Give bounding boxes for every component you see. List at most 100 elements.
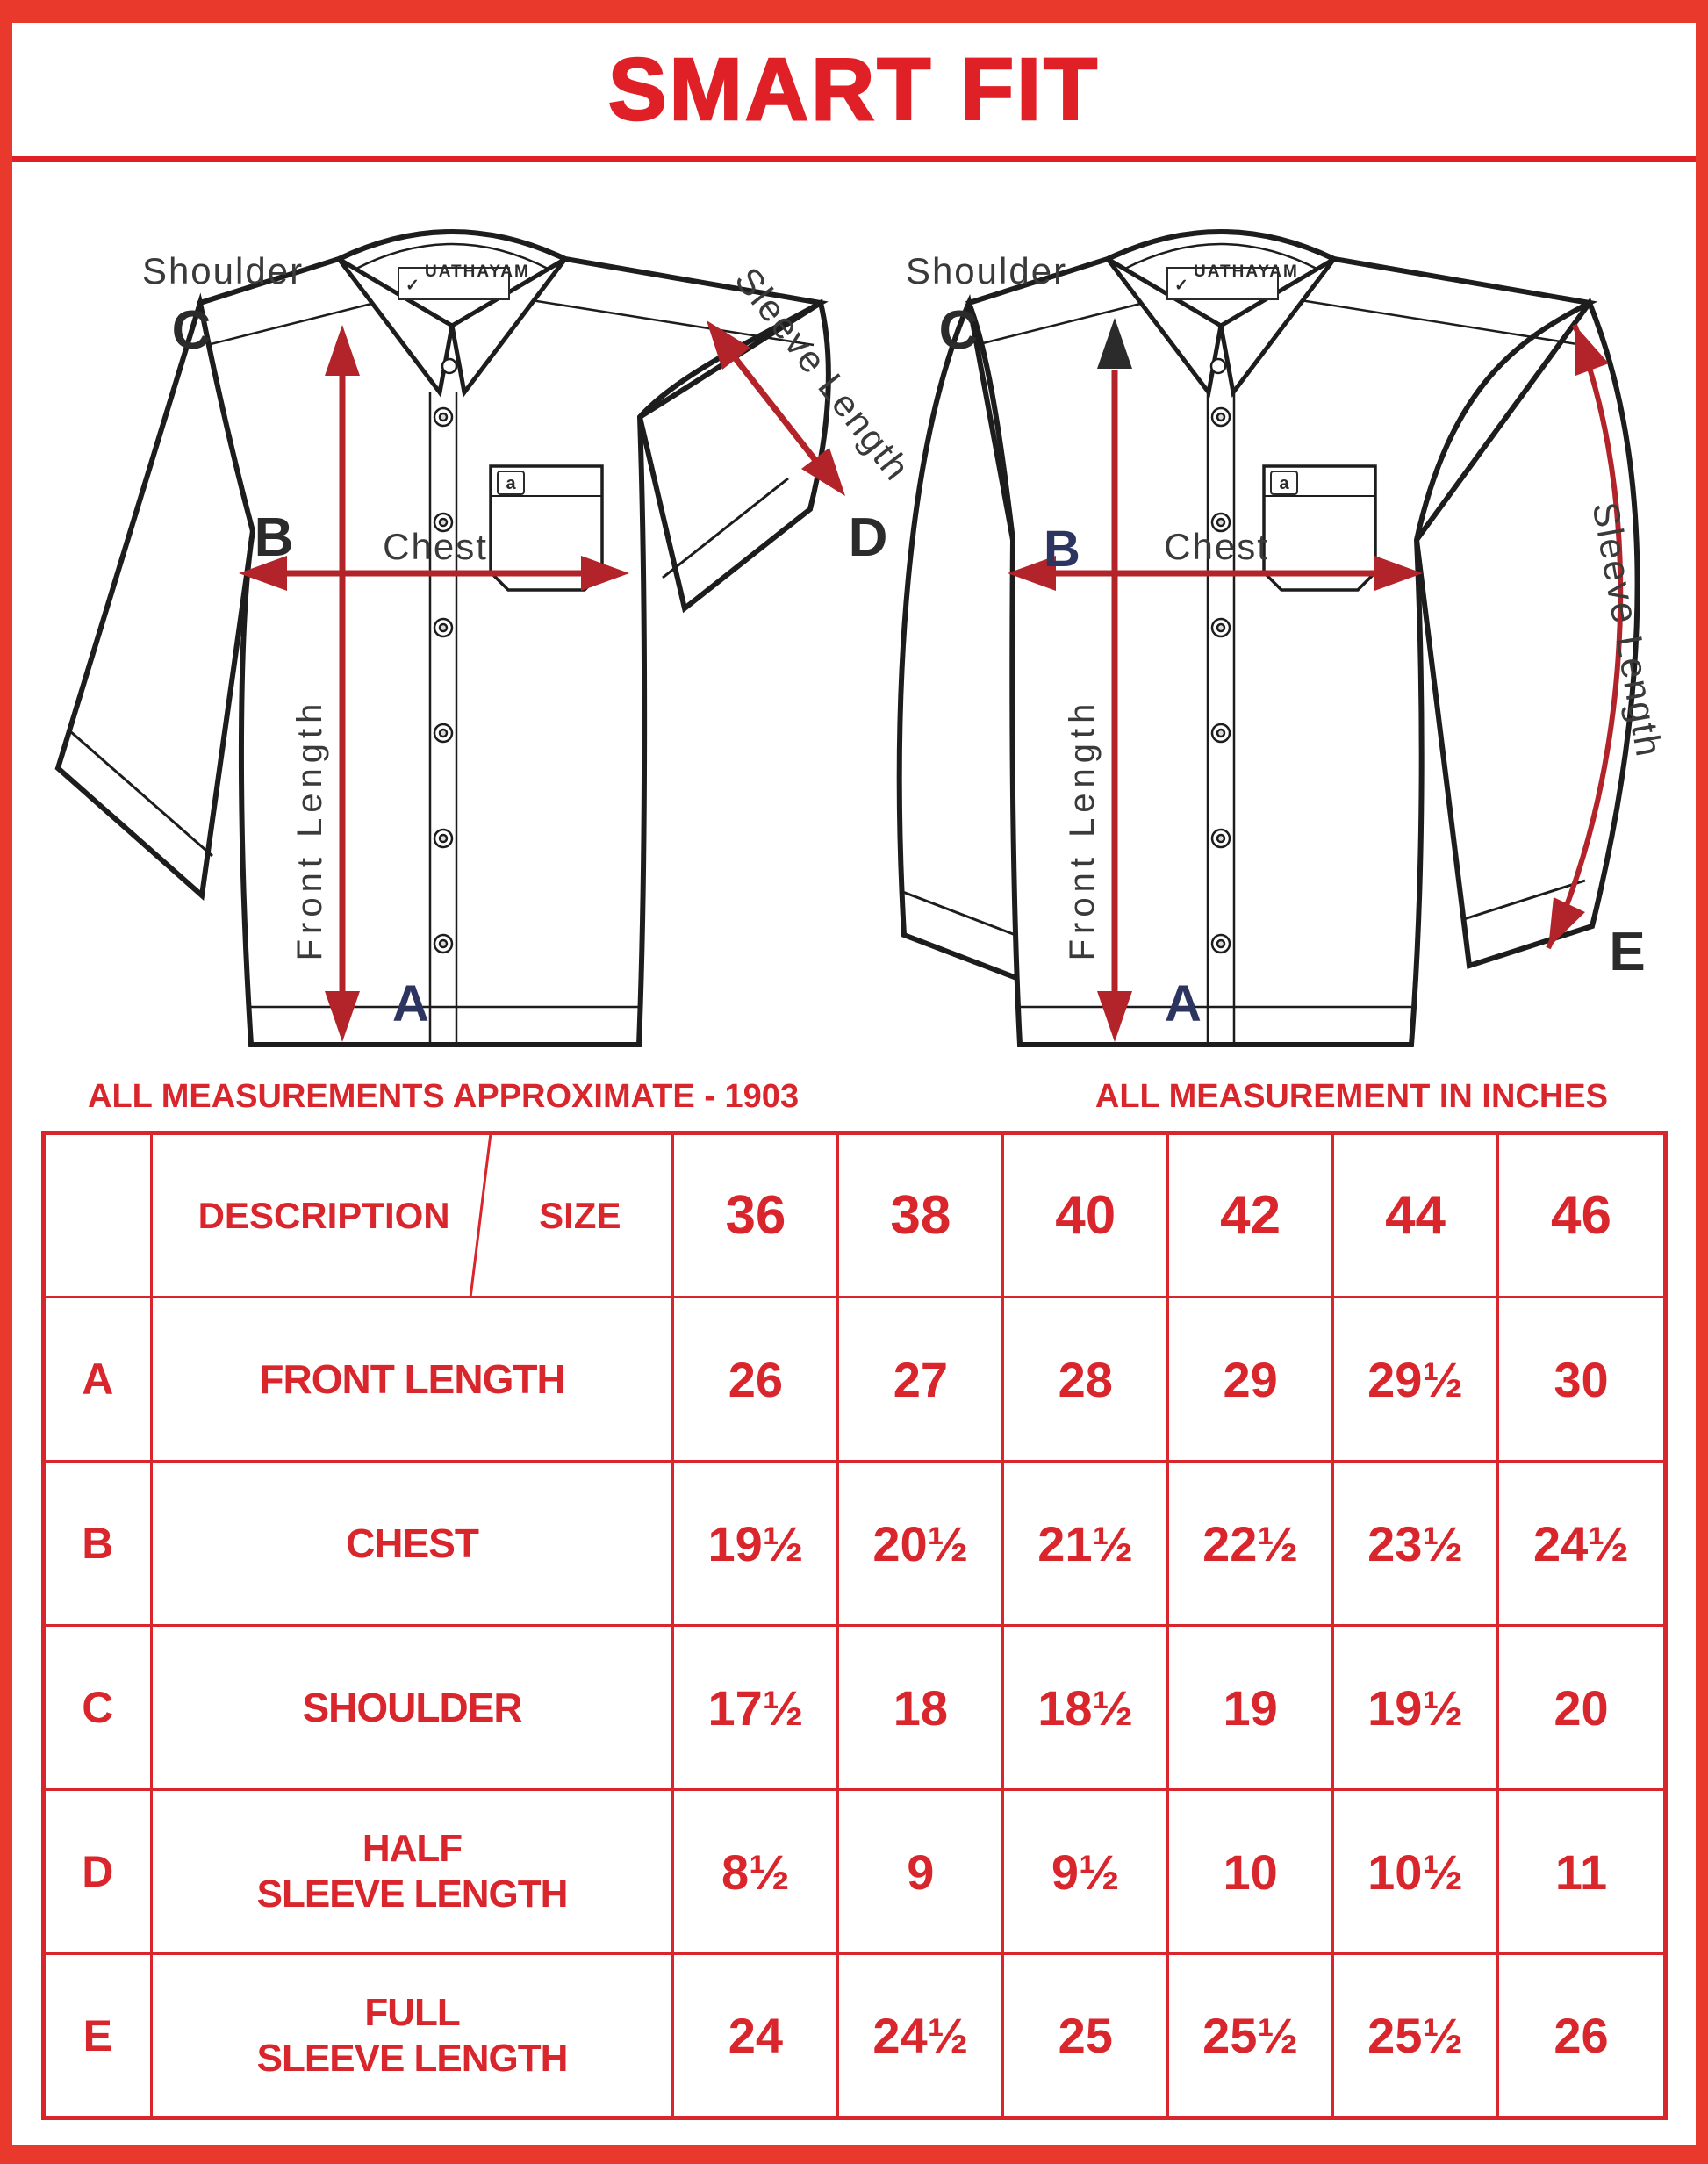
row-description-cell: CHEST [149, 1460, 675, 1627]
front-length-arrow-icon [325, 325, 360, 1042]
size-value-cell: 25½ [1331, 1952, 1500, 2119]
size-value-cell: 26 [1496, 1952, 1667, 2119]
size-value-cell: 22½ [1166, 1460, 1335, 1627]
point-b-label: B [255, 507, 294, 568]
size-value-cell: 10 [1166, 1788, 1335, 1955]
full-sleeve-annotations: Shoulder C UATHAYAM ✓ a Front Length A C… [906, 250, 1670, 1042]
collar-brand-mark-icon: ✓ [405, 277, 421, 295]
size-value-cell: 9½ [1001, 1788, 1170, 1955]
sleeve-length-arrow-icon [707, 320, 845, 496]
row-description-cell: HALF SLEEVE LENGTH [149, 1788, 675, 1955]
size-value-cell: 29½ [1331, 1296, 1500, 1463]
shirt-measurement-diagram: Shoulder C UATHAYAM ✓ a Front Length A C… [54, 229, 1670, 1047]
size-value-cell: 18 [836, 1624, 1005, 1791]
left-cuff-line [69, 730, 213, 858]
shoulder-label: Shoulder [906, 250, 1067, 291]
right-cuff-line [1463, 879, 1586, 921]
pocket-logo-box [497, 471, 525, 495]
chest-label: Chest [1164, 526, 1269, 567]
size-value-cell: 19½ [1331, 1624, 1500, 1791]
chest-label: Chest [383, 526, 488, 567]
table-row-half-sleeve-length: D HALF SLEEVE LENGTH 8½ 9 9½ 10 10½ 11 [42, 1788, 1667, 1955]
size-value-cell: 24½ [836, 1952, 1005, 2119]
chest-arrow-icon [239, 556, 629, 591]
point-b-label: B [1044, 521, 1080, 578]
size-column-header: 46 [1496, 1132, 1667, 1298]
buttons [1209, 357, 1231, 954]
collar-brand-mark-icon: ✓ [1174, 277, 1190, 295]
size-value-cell: 23½ [1331, 1460, 1500, 1627]
shoulder-label: Shoulder [142, 250, 304, 291]
description-line: SLEEVE LENGTH [256, 1873, 569, 1916]
size-value-cell: 9 [836, 1788, 1005, 1955]
size-value-cell: 24½ [1496, 1460, 1667, 1627]
buttons [433, 357, 458, 954]
full-sleeve-shirt [896, 229, 1640, 1047]
size-value-cell: 17½ [671, 1624, 840, 1791]
table-row-full-sleeve-length: E FULL SLEEVE LENGTH 24 24½ 25 25½ 25½ 2… [42, 1952, 1667, 2119]
size-value-cell: 26 [671, 1296, 840, 1463]
size-chart-table: DESCRIPTION SIZE 36 38 40 42 44 46 A FRO… [41, 1131, 1668, 2120]
description-size-header-cell: DESCRIPTION SIZE [149, 1132, 675, 1298]
description-line: SLEEVE LENGTH [256, 2036, 569, 2080]
size-value-cell: 19 [1166, 1624, 1335, 1791]
half-sleeve-shirt [54, 229, 831, 1047]
size-column-header: 42 [1166, 1132, 1335, 1298]
row-key-cell: B [42, 1460, 153, 1627]
collar-brand-text: UATHAYAM [1194, 262, 1299, 281]
size-column-header: 40 [1001, 1132, 1170, 1298]
measurement-units-note: ALL MEASUREMENT IN INCHES [1094, 1078, 1608, 1115]
point-a-label: A [392, 975, 429, 1032]
size-value-cell: 21½ [1001, 1460, 1170, 1627]
size-value-cell: 24 [671, 1952, 840, 2119]
size-value-cell: 28 [1001, 1296, 1170, 1463]
right-sleeve [1413, 297, 1640, 969]
table-row-front-length: A FRONT LENGTH 26 27 28 29 29½ 30 [42, 1296, 1667, 1463]
size-value-cell: 25 [1001, 1952, 1170, 2119]
size-column-header: 38 [836, 1132, 1005, 1298]
row-key-cell: E [42, 1952, 153, 2119]
yoke-line [503, 294, 815, 347]
title-banner: SMART FIT [12, 23, 1696, 162]
front-length-arrow-icon [1097, 318, 1132, 1042]
size-value-cell: 10½ [1331, 1788, 1500, 1955]
size-value-cell: 30 [1496, 1296, 1667, 1463]
size-value-cell: 11 [1496, 1788, 1667, 1955]
pocket-logo-icon: a [506, 474, 516, 493]
pocket-logo-icon: a [1279, 474, 1289, 493]
table-row-shoulder: C SHOULDER 17½ 18 18½ 19 19½ 20 [42, 1624, 1667, 1791]
row-description-cell: SHOULDER [149, 1624, 675, 1791]
page-title: SMART FIT [607, 39, 1101, 140]
row-description-cell: FRONT LENGTH [149, 1296, 675, 1463]
right-cuff-line [662, 477, 789, 579]
collar-band-line [354, 242, 550, 271]
front-length-label: Front Length [1063, 699, 1102, 961]
size-value-cell: 19½ [671, 1460, 840, 1627]
pocket-logo-box [1270, 471, 1298, 495]
size-value-cell: 20½ [836, 1460, 1005, 1627]
right-sleeve [636, 298, 831, 614]
row-key-cell: C [42, 1624, 153, 1791]
row-description-cell: FULL SLEEVE LENGTH [149, 1952, 675, 2119]
table-header-row: DESCRIPTION SIZE 36 38 40 42 44 46 [42, 1132, 1667, 1298]
point-e-label: E [1609, 922, 1645, 982]
size-header-label: SIZE [539, 1194, 621, 1236]
shirt-diagrams: Shoulder C UATHAYAM ✓ a Front Length A C… [12, 162, 1696, 1080]
description-line: HALF [362, 1827, 463, 1871]
front-length-label: Front Length [291, 699, 329, 961]
collar-brand-label-box [1166, 267, 1279, 300]
chest-arrow-icon [1008, 556, 1423, 591]
point-d-label: D [849, 507, 888, 568]
row-key-cell: D [42, 1788, 153, 1955]
point-c-label: C [172, 300, 212, 361]
size-column-header: 36 [671, 1132, 840, 1298]
sleeve-length-arrow-icon [1546, 323, 1624, 950]
yoke-line [1272, 294, 1583, 347]
size-value-cell: 27 [836, 1296, 1005, 1463]
description-line: FULL [364, 1990, 460, 2034]
row-key-cell: A [42, 1296, 153, 1463]
corner-cell [42, 1132, 153, 1298]
point-a-label: A [1165, 975, 1202, 1032]
collar-brand-label-box [398, 267, 510, 300]
